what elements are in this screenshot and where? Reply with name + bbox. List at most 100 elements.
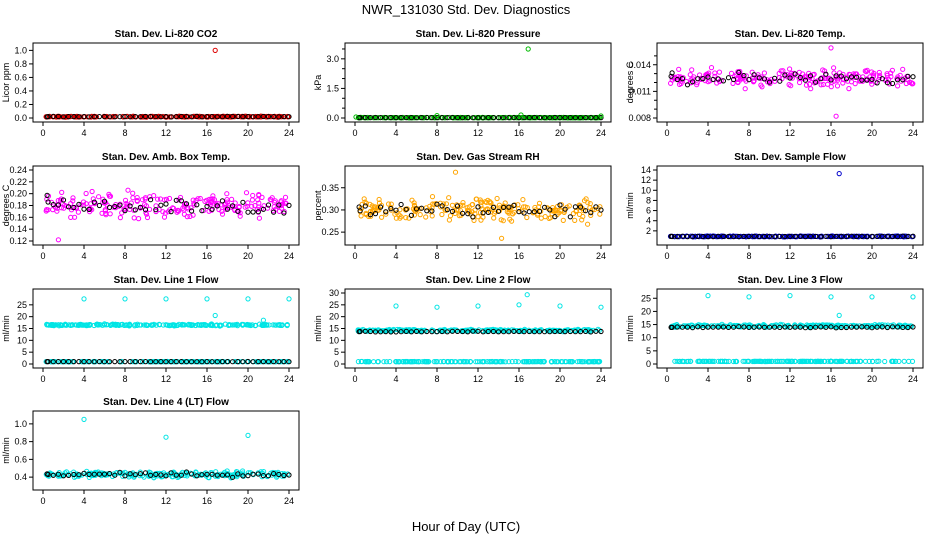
- panel-2: Stan. Dev. Li-820 Pressure kPa 0 4 8 12 16 20 24…: [313, 29, 612, 138]
- data-point: [874, 358, 880, 364]
- data-point: [549, 359, 555, 365]
- y-tick-label: 2: [646, 226, 651, 236]
- data-point: [89, 188, 95, 195]
- data-point: [142, 196, 148, 202]
- highlight-point: [153, 359, 159, 365]
- data-point: [279, 114, 285, 120]
- highlight-point: [66, 114, 72, 120]
- data-point: [524, 359, 530, 365]
- data-point: [742, 86, 748, 92]
- highlight-point: [490, 328, 496, 335]
- data-point: [170, 322, 176, 328]
- data-point: [386, 201, 392, 207]
- highlight-point: [250, 471, 256, 477]
- highlight-point: [398, 115, 404, 121]
- highlight-point: [807, 73, 814, 79]
- highlight-point: [424, 114, 430, 121]
- highlight-point: [705, 324, 711, 330]
- data-point: [413, 359, 420, 365]
- outlier-point: [163, 434, 169, 440]
- highlight-point: [782, 72, 788, 78]
- data-point: [513, 358, 519, 365]
- data-point: [197, 195, 203, 202]
- data-point: [910, 81, 916, 87]
- data-point: [487, 359, 493, 365]
- figure-title: NWR_131030 Std. Dev. Diagnostics: [362, 2, 571, 17]
- data-point: [44, 322, 50, 328]
- x-tick-label: 4: [81, 374, 86, 384]
- data-point: [173, 322, 179, 329]
- panel-title: Stan. Dev. Li-820 Temp.: [735, 29, 846, 40]
- highlight-point: [889, 80, 896, 87]
- x-tick-label: 20: [243, 374, 253, 384]
- highlight-point: [199, 472, 205, 478]
- highlight-point: [818, 324, 824, 330]
- y-tick-label: 0.30: [321, 205, 339, 215]
- x-tick-label: 8: [122, 128, 127, 138]
- x-tick-label: 8: [746, 251, 751, 261]
- data-point: [106, 191, 112, 197]
- x-tick-label: 12: [473, 251, 483, 261]
- data-point: [559, 114, 565, 121]
- data-point: [429, 194, 436, 200]
- highlight-point: [255, 114, 261, 120]
- data-point: [734, 358, 740, 365]
- data-point: [263, 114, 269, 120]
- data-point: [707, 233, 713, 239]
- highlight-point: [219, 472, 225, 478]
- data-point: [862, 358, 869, 364]
- highlight-point: [163, 473, 169, 479]
- highlight-point: [557, 328, 563, 334]
- y-tick-label: 15: [641, 320, 651, 330]
- data-point: [143, 210, 149, 216]
- data-point: [687, 358, 693, 364]
- data-point: [446, 217, 452, 223]
- highlight-point: [782, 324, 788, 330]
- data-point: [559, 359, 566, 365]
- highlight-point: [158, 359, 164, 365]
- data-point: [103, 322, 110, 328]
- data-point: [120, 473, 126, 479]
- highlight-point: [60, 473, 67, 479]
- highlight-point: [577, 204, 584, 210]
- highlight-point: [142, 207, 149, 213]
- data-point: [796, 76, 802, 82]
- data-point: [443, 201, 449, 207]
- highlight-point: [679, 233, 686, 239]
- data-point: [837, 358, 843, 364]
- data-point: [454, 206, 460, 213]
- data-point: [464, 205, 470, 211]
- data-point: [358, 213, 364, 219]
- highlight-point: [44, 192, 50, 198]
- highlight-point: [674, 324, 680, 330]
- x-tick-label: 20: [867, 251, 877, 261]
- data-point: [58, 205, 65, 211]
- data-point: [445, 359, 451, 365]
- data-point: [550, 208, 556, 214]
- data-point: [74, 113, 80, 120]
- data-point: [672, 358, 678, 364]
- highlight-point: [552, 328, 558, 335]
- highlight-point: [209, 359, 215, 365]
- highlight-point: [668, 73, 674, 79]
- highlight-point: [552, 114, 558, 121]
- data-point: [695, 358, 701, 364]
- x-tick-label: 24: [284, 374, 294, 384]
- highlight-point: [378, 204, 384, 210]
- highlight-point: [859, 324, 865, 330]
- data-point: [223, 201, 229, 207]
- data-point: [588, 212, 594, 218]
- data-point: [774, 358, 781, 364]
- highlight-point: [679, 76, 686, 82]
- y-tick-label: 5: [334, 347, 339, 357]
- highlight-point: [741, 233, 747, 239]
- data-point: [260, 322, 266, 328]
- highlight-point: [598, 328, 604, 335]
- data-point: [759, 84, 765, 90]
- data-point: [69, 322, 75, 328]
- data-point: [267, 359, 273, 365]
- data-point: [467, 359, 474, 365]
- highlight-point: [276, 114, 282, 120]
- data-point: [176, 113, 182, 119]
